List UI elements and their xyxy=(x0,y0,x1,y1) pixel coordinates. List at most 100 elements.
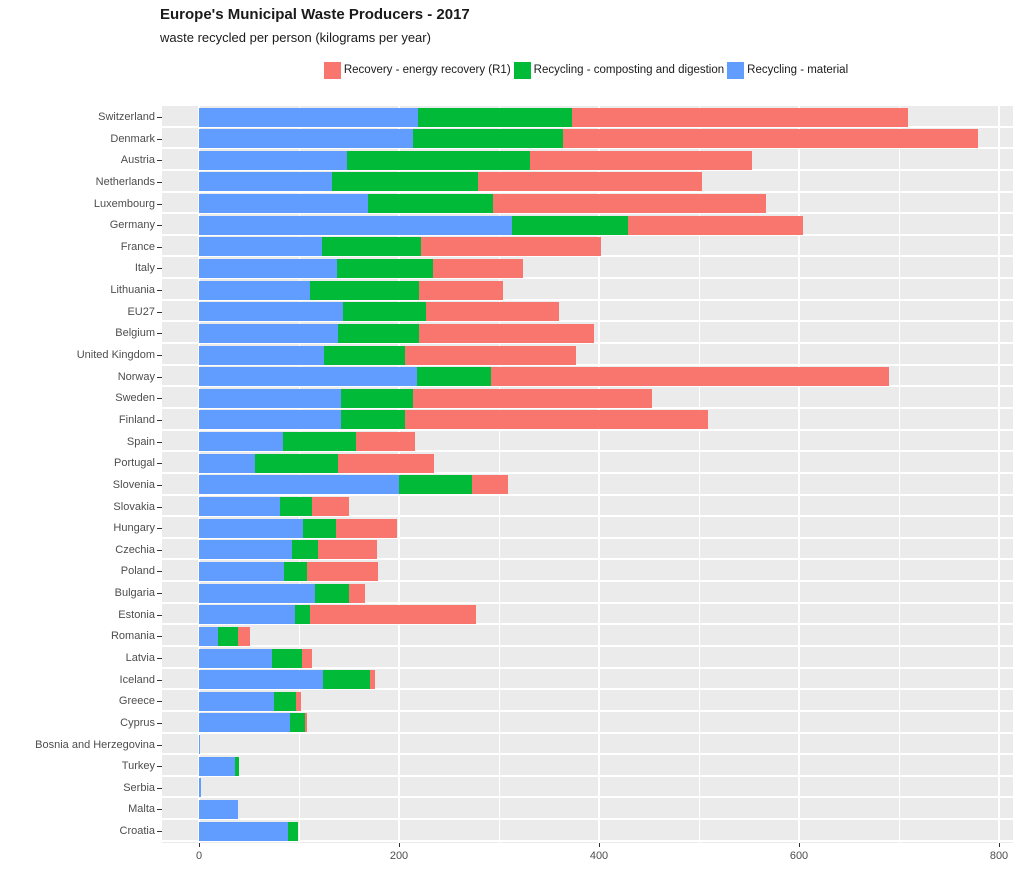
legend-item: Recovery - energy recovery (R1) xyxy=(323,61,511,79)
h-gridline xyxy=(162,580,1013,583)
y-axis-label: EU27 xyxy=(127,305,155,318)
y-tick-mark xyxy=(157,571,162,573)
h-gridline xyxy=(162,666,1013,669)
bar-segment xyxy=(199,432,283,452)
bar-segment xyxy=(563,129,978,149)
y-tick-mark xyxy=(157,744,162,746)
bar-segment xyxy=(199,778,201,798)
bar-segment xyxy=(280,497,312,517)
bar-segment xyxy=(307,561,378,581)
bar-segment xyxy=(199,605,295,625)
y-axis-label: Finland xyxy=(118,413,155,426)
y-tick-mark xyxy=(157,333,162,335)
y-axis-label: Bosnia and Herzegovina xyxy=(35,738,155,751)
h-gridline xyxy=(162,105,1013,106)
h-gridline xyxy=(162,406,1013,409)
bar-segment xyxy=(199,691,274,711)
bar-segment xyxy=(318,540,377,560)
y-axis-label: Slovenia xyxy=(112,478,155,491)
bar-segment xyxy=(421,237,601,257)
y-tick-mark xyxy=(157,593,162,595)
x-axis-tick-label: 200 xyxy=(389,850,409,862)
bar-segment xyxy=(305,713,307,733)
bar-segment xyxy=(343,302,426,322)
h-gridline xyxy=(162,558,1013,561)
y-tick-mark xyxy=(157,658,162,659)
bar-segment xyxy=(199,280,310,300)
bar-segment xyxy=(310,280,419,300)
h-gridline xyxy=(162,774,1013,777)
h-gridline xyxy=(162,147,1013,150)
bar-segment xyxy=(405,345,576,365)
y-tick-mark xyxy=(157,463,162,465)
h-gridline xyxy=(162,320,1013,323)
y-tick-mark xyxy=(157,484,162,486)
h-gridline xyxy=(162,277,1013,280)
bar-segment xyxy=(199,150,347,170)
bar-segment xyxy=(628,215,803,235)
bar-segment xyxy=(417,367,491,387)
y-axis-label: Austria xyxy=(120,154,155,167)
y-axis-label: Bulgaria xyxy=(114,587,155,600)
y-axis-label: France xyxy=(120,240,155,253)
y-axis-labels: Switzerland Denmark Austria Netherlands Luxe… xyxy=(0,105,155,843)
bar-segment xyxy=(199,735,200,755)
legend-item-label: Recycling - material xyxy=(747,64,849,76)
y-tick-mark xyxy=(157,679,162,681)
y-tick-mark xyxy=(157,787,162,789)
v-gridline-major xyxy=(198,105,200,843)
h-gridline xyxy=(162,753,1013,756)
y-axis-label: Poland xyxy=(120,565,155,578)
y-tick-mark xyxy=(157,809,162,811)
h-gridline xyxy=(162,645,1013,647)
bar-segment xyxy=(323,670,370,690)
bar-segment xyxy=(347,150,530,170)
y-tick-mark xyxy=(157,614,162,616)
y-tick-mark xyxy=(157,441,162,443)
bar-segment xyxy=(199,821,288,841)
y-axis-label: Malta xyxy=(128,803,155,816)
bar-segment xyxy=(199,475,399,495)
bar-segment xyxy=(478,172,702,192)
v-gridline-minor xyxy=(698,105,700,843)
h-gridline xyxy=(162,125,1013,128)
h-gridline xyxy=(162,255,1013,258)
h-gridline xyxy=(162,190,1013,193)
v-gridline-major xyxy=(798,105,800,843)
y-axis-label: Croatia xyxy=(119,825,155,838)
bar-segment xyxy=(296,691,301,711)
y-tick-mark xyxy=(157,225,162,227)
bar-segment xyxy=(338,453,434,473)
y-axis-label: Germany xyxy=(109,219,155,232)
y-axis-label: Slovakia xyxy=(113,500,155,513)
h-gridline xyxy=(162,796,1013,799)
x-tick-mark xyxy=(599,843,600,847)
y-axis-label: Portugal xyxy=(114,457,155,470)
y-tick-mark xyxy=(157,311,162,313)
y-axis-label: Spain xyxy=(126,435,155,448)
bar-segment xyxy=(572,107,908,127)
bar-segment xyxy=(199,302,343,322)
bar-segment xyxy=(295,605,310,625)
bar-segment xyxy=(413,129,563,149)
bar-segment xyxy=(283,432,356,452)
y-axis-label: Denmark xyxy=(110,132,155,145)
h-gridline xyxy=(162,385,1013,388)
y-axis-label: Luxembourg xyxy=(93,197,155,210)
chart-subtitle: waste recycled per person (kilograms per… xyxy=(160,30,431,45)
y-tick-mark xyxy=(157,203,162,205)
y-axis-label: Lithuania xyxy=(110,284,155,297)
bar-segment xyxy=(199,518,303,538)
bar-segment xyxy=(512,215,628,235)
bar-segment xyxy=(292,540,318,560)
h-gridline xyxy=(162,818,1013,821)
bar-segment xyxy=(218,626,238,646)
bar-segment xyxy=(413,388,652,408)
y-tick-mark xyxy=(157,766,162,768)
bar-segment xyxy=(199,172,332,192)
y-tick-mark xyxy=(157,376,162,378)
y-axis-label: Latvia xyxy=(125,652,155,664)
bar-segment xyxy=(426,302,559,322)
y-axis-label: Greece xyxy=(118,695,155,708)
bar-segment xyxy=(368,194,493,214)
